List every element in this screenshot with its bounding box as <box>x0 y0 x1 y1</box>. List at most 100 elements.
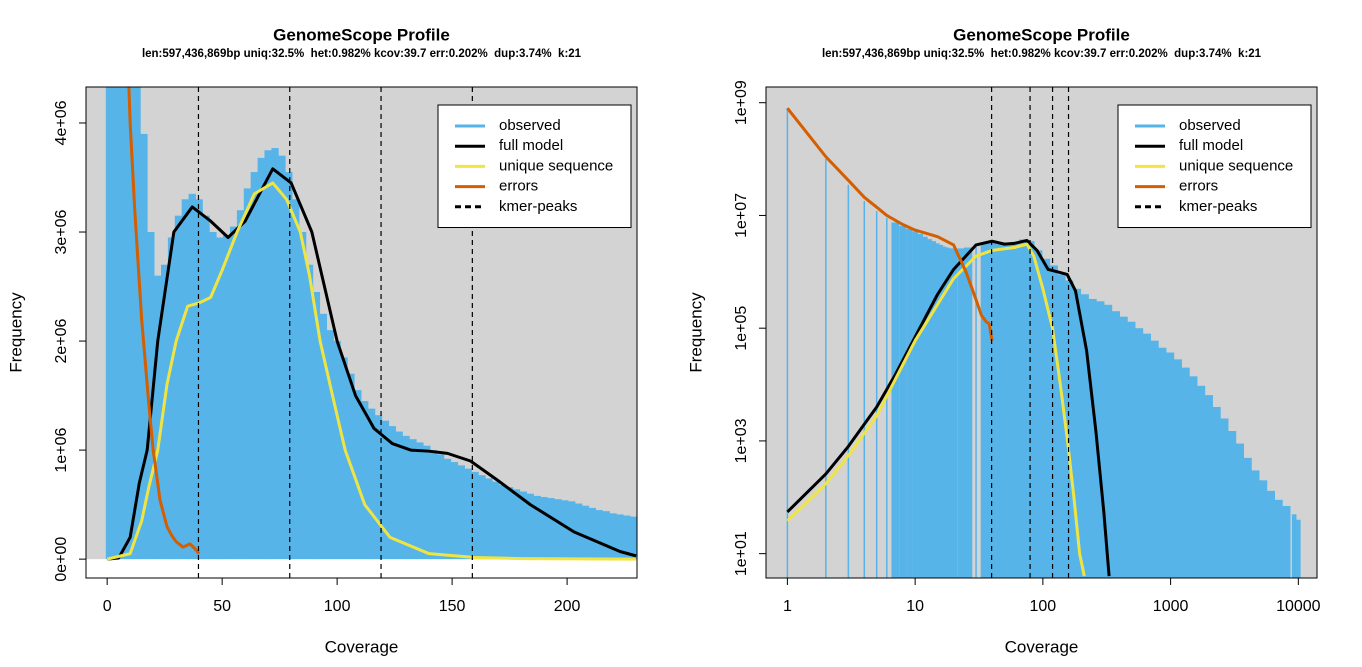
y-tick-label: 1e+03 <box>733 418 750 463</box>
observed-bar <box>1096 301 1105 578</box>
x-tick-label: 1000 <box>1153 598 1189 615</box>
observed-bar <box>595 510 603 560</box>
y-tick-label: 3e+06 <box>53 209 70 254</box>
observed-bar <box>609 513 617 560</box>
observed-bar <box>112 87 121 560</box>
legend-label: errors <box>1179 178 1218 195</box>
observed-bar <box>1166 352 1175 578</box>
x-tick-label: 150 <box>439 598 466 615</box>
observed-bar <box>1049 265 1058 578</box>
observed-bar <box>1080 294 1089 578</box>
observed-bar <box>202 215 210 560</box>
x-tick-label: 10000 <box>1276 598 1321 615</box>
observed-bar <box>1189 376 1198 578</box>
observed-bar <box>1296 519 1301 578</box>
observed-bar <box>917 233 924 578</box>
observed-bar <box>1181 367 1190 578</box>
observed-bar <box>1228 430 1237 578</box>
observed-bar <box>443 458 452 560</box>
observed-bar <box>119 87 127 560</box>
observed-bar <box>588 507 597 560</box>
x-tick-label: 100 <box>1030 598 1057 615</box>
observed-bar <box>402 435 410 560</box>
observed-bar <box>1212 406 1221 578</box>
observed-bar <box>891 222 900 578</box>
observed-bar <box>931 241 936 578</box>
observed-bar <box>499 484 507 560</box>
observed-bar <box>561 500 569 560</box>
observed-bar <box>581 505 590 560</box>
observed-bar <box>505 487 514 560</box>
observed-bar <box>547 498 555 560</box>
observed-bar <box>285 172 293 560</box>
observed-bar <box>1057 274 1066 578</box>
observed-bar <box>471 471 479 560</box>
observed-bar <box>554 499 562 560</box>
observed-bar <box>1251 470 1260 578</box>
observed-bar <box>195 199 203 560</box>
observed-bar <box>312 291 321 560</box>
observed-bar <box>1158 347 1167 578</box>
observed-bar <box>1103 304 1113 578</box>
observed-bar <box>1259 480 1268 578</box>
observed-bar <box>361 401 369 560</box>
observed-bar <box>786 108 789 578</box>
observed-bar <box>374 415 383 560</box>
observed-bar <box>340 357 348 560</box>
observed-bar <box>939 244 944 578</box>
observed-bar <box>388 426 396 560</box>
observed-bar <box>292 199 300 560</box>
observed-bar <box>105 87 114 560</box>
y-tick-label: 1e+01 <box>733 531 750 576</box>
observed-bar <box>519 491 528 560</box>
observed-bar <box>963 247 973 578</box>
x-axis-label: Coverage <box>325 637 399 656</box>
x-tick-label: 100 <box>324 598 351 615</box>
observed-bar <box>935 243 940 578</box>
observed-bar <box>927 239 932 578</box>
observed-bar <box>1204 395 1213 578</box>
observed-bar <box>457 465 465 560</box>
observed-bar <box>354 390 362 560</box>
observed-bar <box>381 420 390 560</box>
observed-bar <box>987 242 997 578</box>
y-tick-label: 1e+05 <box>733 306 750 351</box>
observed-bar <box>1119 316 1128 578</box>
legend-label: unique sequence <box>1179 157 1293 174</box>
observed-bar <box>512 489 521 560</box>
observed-bar <box>1220 418 1229 578</box>
observed-bar <box>906 228 913 578</box>
legend-label: observed <box>1179 117 1241 134</box>
observed-bar <box>899 225 907 578</box>
observed-bar <box>416 442 424 560</box>
observed-bar <box>154 275 162 560</box>
observed-bar <box>1274 499 1283 578</box>
observed-bar <box>1266 490 1275 578</box>
observed-bar <box>1197 385 1206 578</box>
legend-label: kmer-peaks <box>499 198 577 215</box>
observed-bar <box>223 235 231 560</box>
x-tick-label: 0 <box>103 598 112 615</box>
observed-bar <box>1291 514 1297 578</box>
chart-title: GenomeScope Profile <box>953 25 1130 44</box>
legend-label: errors <box>499 178 538 195</box>
observed-bar <box>395 431 403 560</box>
x-axis-label: Coverage <box>1005 637 1079 656</box>
observed-bar <box>492 481 500 560</box>
observed-bar <box>160 264 169 560</box>
observed-bar <box>333 341 341 560</box>
legend-label: full model <box>499 137 563 154</box>
observed-bar <box>623 515 631 560</box>
observed-bar <box>1072 288 1082 578</box>
observed-bar <box>1111 311 1120 578</box>
x-tick-label: 1 <box>783 598 792 615</box>
observed-bar <box>1142 333 1151 578</box>
observed-bar <box>616 514 624 560</box>
observed-bar <box>1041 258 1051 578</box>
model-line <box>127 87 201 555</box>
observed-bar <box>436 454 445 560</box>
observed-bar <box>1065 280 1074 578</box>
observed-bar <box>957 248 965 578</box>
observed-bar <box>1282 506 1291 578</box>
